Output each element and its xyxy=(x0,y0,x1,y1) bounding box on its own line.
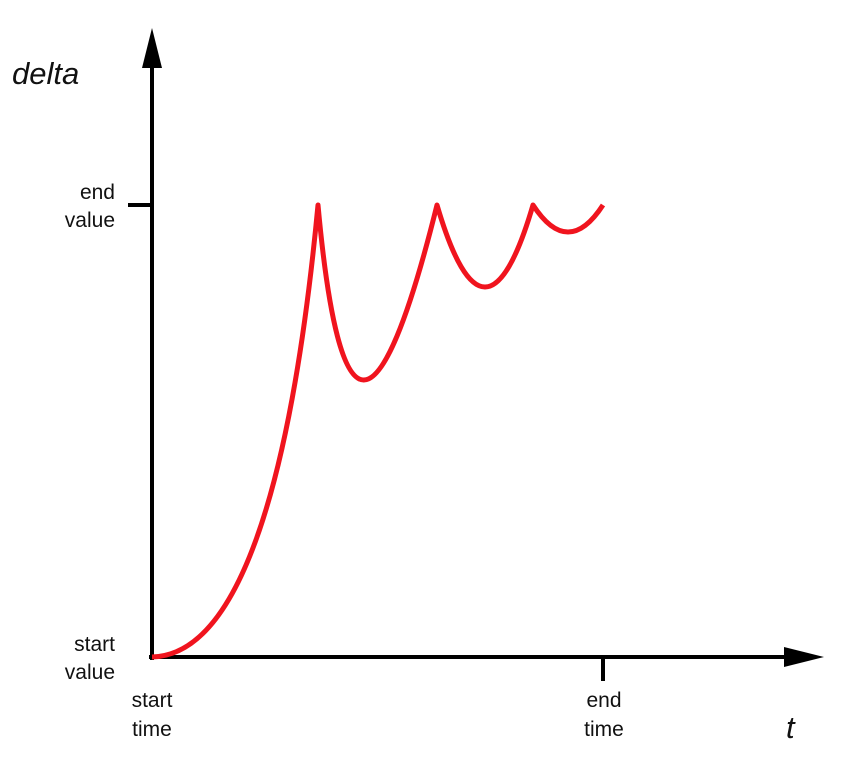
y-arrow xyxy=(142,28,162,68)
x-arrow xyxy=(784,647,824,667)
y-axis-title: delta xyxy=(12,56,79,91)
x-axis-title: t xyxy=(786,710,796,745)
x-left-label: time xyxy=(132,718,172,741)
y-bottom-label: start xyxy=(74,633,115,656)
x-right-label: end xyxy=(586,689,621,712)
y-top-label: end xyxy=(80,181,115,204)
y-top-label: value xyxy=(65,209,115,232)
bounce-curve xyxy=(151,202,606,660)
x-right-label: time xyxy=(584,718,624,741)
x-left-label: start xyxy=(132,689,173,712)
y-bottom-label: value xyxy=(65,661,115,684)
